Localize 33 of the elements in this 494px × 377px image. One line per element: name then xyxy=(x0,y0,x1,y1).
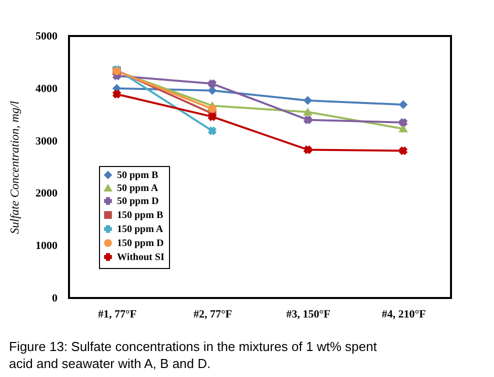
y-tick-label: 0 xyxy=(52,292,58,304)
legend-label: 150 ppm B xyxy=(117,210,164,221)
point xyxy=(399,100,408,109)
y-tick-label: 2000 xyxy=(36,188,58,200)
point xyxy=(208,112,216,121)
legend-label: 50 ppm B xyxy=(117,170,158,181)
point xyxy=(304,116,312,124)
point xyxy=(304,146,312,154)
legend-label: 50 ppm D xyxy=(117,196,159,207)
point xyxy=(304,96,312,105)
x-tick-label: #4, 210°F xyxy=(382,308,426,320)
legend-label: 150 ppm A xyxy=(117,224,164,235)
legend-label: 150 ppm D xyxy=(117,238,164,249)
point xyxy=(112,90,121,98)
x-tick-label: #2, 77°F xyxy=(193,308,232,320)
y-tick-label: 5000 xyxy=(36,30,58,42)
point xyxy=(208,126,216,135)
y-tick-label: 4000 xyxy=(36,82,58,95)
point xyxy=(399,125,408,132)
y-tick-label: 3000 xyxy=(36,135,58,148)
x-tick-label: #1, 77°F xyxy=(98,308,137,320)
caption: Figure 13: Sulfate concentrations in the mixtures of 1 wt% spent acid and seawater with A, B and D. xyxy=(9,339,378,371)
point xyxy=(208,80,216,88)
y-tick-label: 1000 xyxy=(36,240,58,252)
point xyxy=(208,86,216,95)
y-axis-title: Sulfate Concentration, mg/l xyxy=(8,100,22,234)
point xyxy=(304,108,312,116)
legend-label: Without SI xyxy=(117,252,164,263)
x-tick-label: #3, 150°F xyxy=(286,308,331,320)
point xyxy=(399,118,408,127)
point xyxy=(208,104,216,113)
legend-label: 50 ppm A xyxy=(117,183,159,194)
point xyxy=(399,146,408,155)
